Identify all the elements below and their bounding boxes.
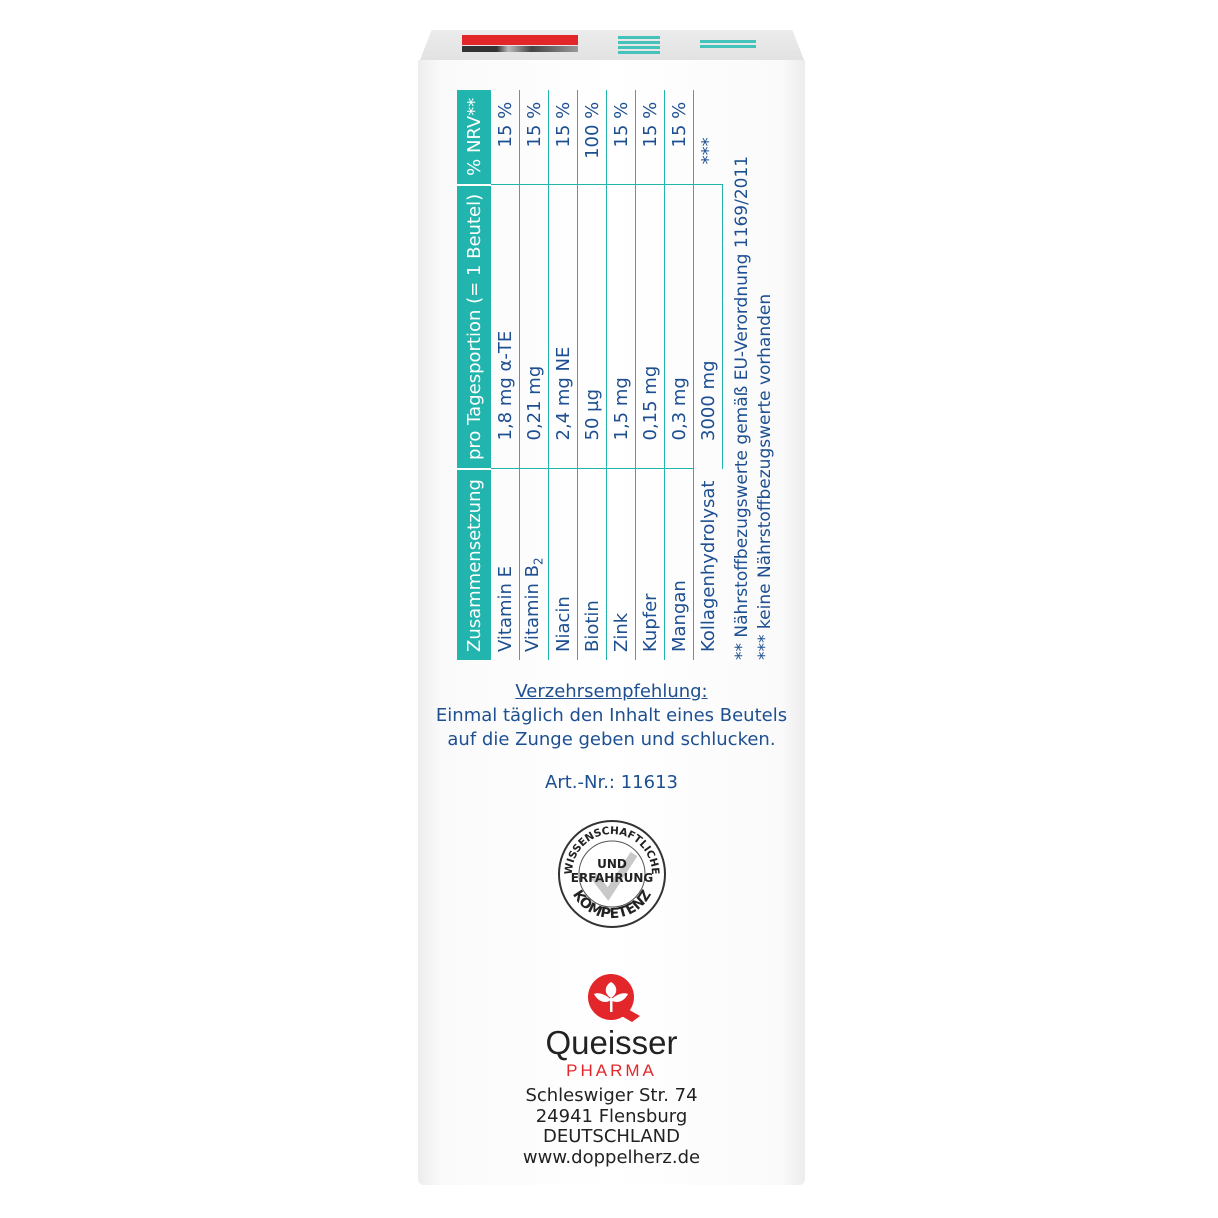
lid-dark-label (462, 46, 578, 52)
footnote-nrv: ** Nährstoffbezugswerte gemäß EU-Verordn… (732, 155, 752, 660)
address-city: 24941 Flensburg (535, 1105, 688, 1127)
svg-text:UND: UND (597, 857, 627, 871)
queisser-logo-icon (588, 974, 640, 1022)
table-header-row: Zusammensetzung pro Tagesportion (= 1 Be… (457, 89, 491, 660)
checkmark-icon (590, 851, 638, 901)
nutrition-table: Zusammensetzung pro Tagesportion (= 1 Be… (457, 89, 723, 660)
lid-teal-text (700, 40, 756, 50)
address-country: DEUTSCHLAND (542, 1126, 680, 1147)
brand-name: Queisser (545, 1024, 678, 1061)
brand-sub: PHARMA (566, 1061, 657, 1080)
table-row: Niacin 2,4 mg NE 15 % (548, 89, 578, 660)
footnote-no-nrv: *** keine Nährstoffbezugswerte vorhanden (755, 293, 775, 660)
competence-seal: WISSENSCHAFTLICHE KOMPETENZ UND ERFAHRUN… (558, 820, 666, 928)
address: Schleswiger Str. 74 24941 Flensburg DEUT… (418, 1085, 805, 1168)
lid-teal-text (618, 36, 660, 54)
table-row: Zink 1,5 mg 15 % (606, 89, 636, 660)
table-row: Mangan 0,3 mg 15 % (664, 89, 694, 660)
recommendation-line: auf die Zunge geben und schlucken. (447, 729, 776, 750)
address-street: Schleswiger Str. 74 (525, 1085, 698, 1106)
header-composition: Zusammensetzung (457, 469, 491, 660)
table-row: Kollagenhydrolysat 3000 mg *** (693, 89, 723, 660)
recommendation-line: Einmal täglich den Inhalt eines Beutels (435, 705, 788, 726)
table-row: Kupfer 0,15 mg 15 % (635, 89, 665, 660)
recommendation: Verzehrsempfehlung: Einmal täglich den I… (418, 680, 805, 752)
svg-text:ERFAHRUNG: ERFAHRUNG (571, 871, 653, 885)
lid-red-label (462, 35, 578, 45)
table-row: Biotin 50 µg 100 % (577, 89, 607, 660)
header-nrv: % NRV** (457, 89, 491, 185)
header-daily-portion: pro Tagesportion (= 1 Beutel) (457, 184, 491, 469)
nutrition-table-rotated: Zusammensetzung pro Tagesportion (= 1 Be… (457, 89, 777, 660)
article-number: Art.-Nr.: 11613 (545, 772, 678, 793)
recommendation-title: Verzehrsempfehlung: (515, 681, 708, 702)
table-row: Vitamin E 1,8 mg α-TE 15 % (491, 89, 520, 660)
table-row: Vitamin B2 0,21 mg 15 % (519, 89, 549, 660)
website-link[interactable]: www.doppelherz.de (522, 1146, 701, 1168)
